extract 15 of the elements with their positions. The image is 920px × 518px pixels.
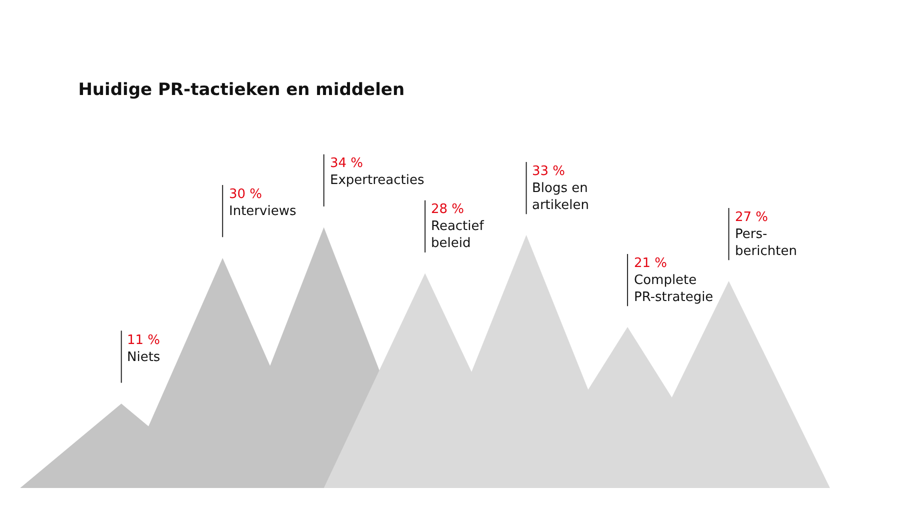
data-label: 11 % [127, 333, 160, 348]
category-label: Interviews [229, 204, 296, 219]
category-label: Expertreacties [330, 172, 424, 188]
category-label: Niets [127, 350, 160, 365]
category-label: Pers- berichten [735, 226, 797, 259]
data-label: 27 % [735, 210, 768, 225]
data-label: 34 % [330, 156, 364, 171]
text: Huidige PR-tactieken en middelen [78, 80, 405, 100]
category-label: Blogs en artikelen [532, 180, 589, 213]
category-label: Reactief beleid [431, 218, 484, 251]
data-label: 33 % [532, 164, 566, 179]
category-label: Complete PR-strategie [634, 272, 714, 305]
data-label: 30 % [229, 187, 262, 202]
data-label: 21 % [634, 256, 668, 271]
data-label: 28 % [431, 202, 464, 217]
